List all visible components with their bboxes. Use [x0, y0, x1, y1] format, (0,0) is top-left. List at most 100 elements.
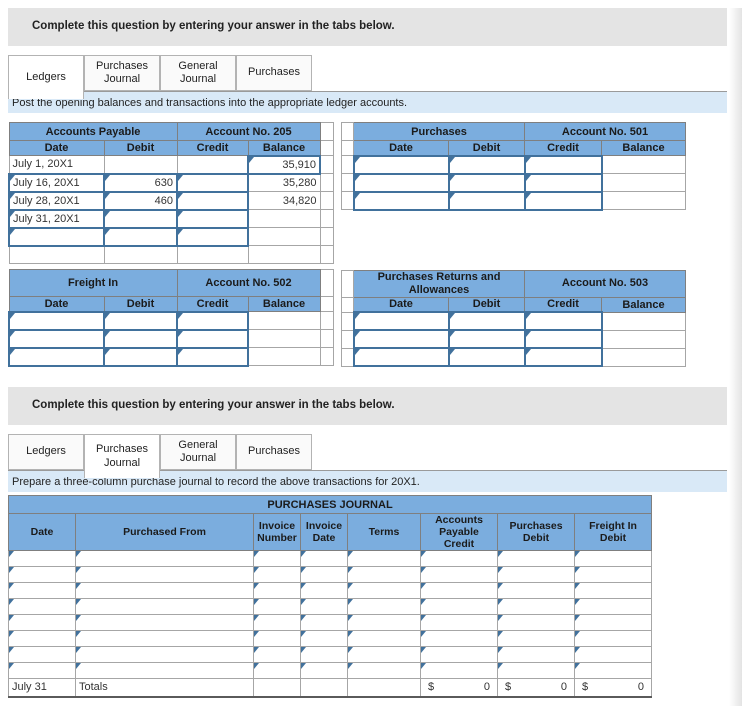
ledger-date-input[interactable]: July 16, 20X1	[8, 172, 105, 193]
journal-freight-debit-input[interactable]	[573, 582, 653, 600]
journal-purchases-debit-input[interactable]	[497, 630, 575, 648]
tab-purchases[interactable]: Purchases	[236, 55, 312, 91]
ledger-credit-input[interactable]	[523, 347, 603, 367]
journal-invoice-number-input[interactable]	[253, 614, 301, 632]
journal-invoice-number-input[interactable]	[253, 582, 301, 600]
ledger-date-input[interactable]	[352, 154, 450, 175]
journal-purchased-from-input[interactable]	[75, 582, 254, 600]
journal-freight-debit-input[interactable]	[573, 614, 653, 632]
journal-purchases-debit-input[interactable]	[497, 662, 575, 680]
journal-freight-debit-input[interactable]	[573, 566, 653, 584]
ledger-credit-input[interactable]	[523, 154, 603, 175]
journal-freight-debit-input[interactable]	[573, 630, 653, 648]
journal-ap-credit-input[interactable]	[420, 582, 498, 600]
tab-ledgers[interactable]: Ledgers	[8, 434, 84, 470]
ledger-date-input[interactable]	[8, 328, 105, 349]
ledger-credit-input[interactable]	[176, 226, 250, 247]
journal-ap-credit-input[interactable]	[420, 630, 498, 648]
ledger-date-input[interactable]	[8, 346, 105, 367]
ledger-credit-input[interactable]	[176, 346, 250, 367]
journal-terms-input[interactable]	[347, 646, 421, 664]
journal-terms-input[interactable]	[347, 582, 421, 600]
journal-purchases-debit-input[interactable]	[497, 646, 575, 664]
journal-invoice-number-input[interactable]	[253, 630, 301, 648]
ledger-debit-input[interactable]	[102, 328, 179, 349]
journal-invoice-number-input[interactable]	[253, 662, 301, 680]
journal-purchased-from-input[interactable]	[75, 566, 254, 584]
ledger-date-input[interactable]	[8, 226, 105, 247]
ledger-credit-input[interactable]	[176, 208, 250, 229]
journal-date-input[interactable]	[8, 598, 76, 616]
journal-purchased-from-input[interactable]	[75, 598, 254, 616]
journal-invoice-date-input[interactable]	[300, 614, 348, 632]
tab-ledgers[interactable]: Ledgers	[8, 55, 84, 99]
ledger-debit-input[interactable]	[447, 154, 526, 175]
tab-purchases-journal[interactable]: Purchases Journal	[84, 55, 160, 91]
ledger-debit-input[interactable]	[102, 208, 179, 229]
ledger-date-input[interactable]	[352, 190, 450, 211]
ledger-debit-input[interactable]: 630	[102, 172, 179, 193]
journal-ap-credit-input[interactable]	[420, 646, 498, 664]
tab-general-journal[interactable]: General Journal	[160, 434, 236, 470]
tab-general-journal[interactable]: General Journal	[160, 55, 236, 91]
tab-purchases-journal[interactable]: Purchases Journal	[84, 434, 160, 478]
journal-terms-input[interactable]	[347, 598, 421, 616]
journal-freight-debit-input[interactable]	[573, 598, 653, 616]
ledger-date-input[interactable]	[8, 310, 105, 331]
ledger-date-input[interactable]	[352, 311, 450, 331]
journal-purchased-from-input[interactable]	[75, 630, 254, 648]
journal-purchased-from-input[interactable]	[75, 662, 254, 680]
journal-freight-debit-input[interactable]	[573, 550, 653, 568]
journal-freight-debit-input[interactable]	[573, 646, 653, 664]
journal-terms-input[interactable]	[347, 614, 421, 632]
journal-invoice-date-input[interactable]	[300, 550, 348, 568]
ledger-debit-input[interactable]	[102, 226, 179, 247]
journal-invoice-date-input[interactable]	[300, 646, 348, 664]
ledger-debit-input[interactable]	[102, 310, 179, 331]
ledger-date-input[interactable]: July 31, 20X1	[8, 208, 105, 229]
journal-date-input[interactable]	[8, 614, 76, 632]
journal-date-input[interactable]	[8, 630, 76, 648]
ledger-debit-input[interactable]	[102, 346, 179, 367]
journal-ap-credit-input[interactable]	[420, 598, 498, 616]
journal-invoice-date-input[interactable]	[300, 566, 348, 584]
ledger-credit-input[interactable]	[176, 328, 250, 349]
journal-date-input[interactable]	[8, 566, 76, 584]
journal-invoice-date-input[interactable]	[300, 582, 348, 600]
journal-invoice-number-input[interactable]	[253, 566, 301, 584]
journal-invoice-number-input[interactable]	[253, 550, 301, 568]
journal-purchases-debit-input[interactable]	[497, 550, 575, 568]
ledger-debit-input[interactable]	[447, 172, 526, 193]
journal-ap-credit-input[interactable]	[420, 662, 498, 680]
ledger-balance-input[interactable]: 35,910	[247, 154, 322, 175]
journal-invoice-number-input[interactable]	[253, 598, 301, 616]
journal-invoice-date-input[interactable]	[300, 630, 348, 648]
journal-purchased-from-input[interactable]	[75, 646, 254, 664]
journal-freight-debit-input[interactable]	[573, 662, 653, 680]
ledger-debit-input[interactable]: 460	[102, 190, 179, 211]
ledger-credit-input[interactable]	[523, 311, 603, 331]
ledger-credit-input[interactable]	[523, 190, 603, 211]
journal-purchases-debit-input[interactable]	[497, 598, 575, 616]
journal-invoice-date-input[interactable]	[300, 598, 348, 616]
ledger-date-input[interactable]	[352, 172, 450, 193]
ledger-credit-input[interactable]	[176, 310, 250, 331]
journal-ap-credit-input[interactable]	[420, 566, 498, 584]
journal-date-input[interactable]	[8, 646, 76, 664]
journal-date-input[interactable]	[8, 662, 76, 680]
ledger-credit-input[interactable]	[176, 190, 250, 211]
ledger-date-input[interactable]	[352, 329, 450, 349]
journal-purchases-debit-input[interactable]	[497, 614, 575, 632]
journal-terms-input[interactable]	[347, 630, 421, 648]
journal-date-input[interactable]	[8, 550, 76, 568]
journal-terms-input[interactable]	[347, 550, 421, 568]
journal-terms-input[interactable]	[347, 566, 421, 584]
journal-date-input[interactable]	[8, 582, 76, 600]
journal-invoice-date-input[interactable]	[300, 662, 348, 680]
ledger-credit-input[interactable]	[523, 329, 603, 349]
journal-terms-input[interactable]	[347, 662, 421, 680]
ledger-debit-input[interactable]	[447, 190, 526, 211]
ledger-date-input[interactable]: July 28, 20X1	[8, 190, 105, 211]
tab-purchases[interactable]: Purchases	[236, 434, 312, 470]
journal-purchased-from-input[interactable]	[75, 550, 254, 568]
